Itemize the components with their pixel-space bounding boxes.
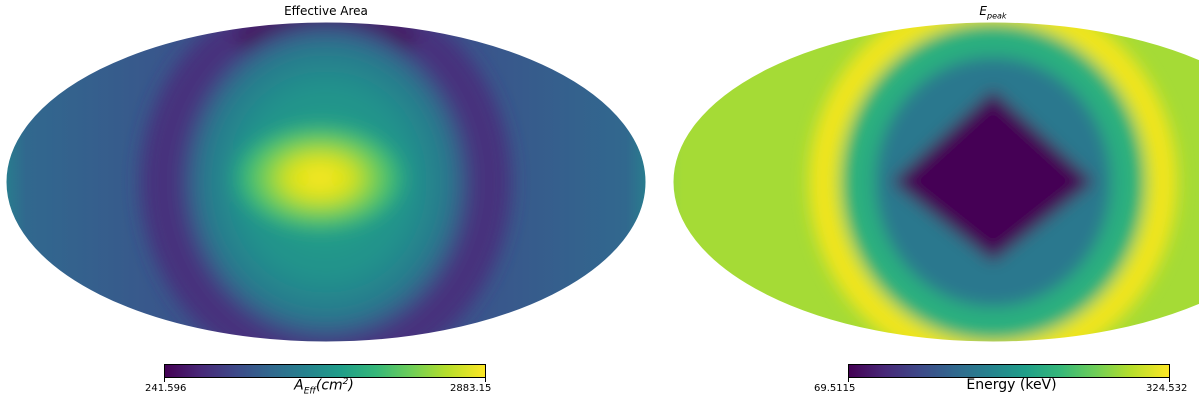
effective-area-colorbar-max-label: 2883.15 <box>450 383 492 394</box>
effective-area-colorbar-max-tick <box>485 378 486 382</box>
effective-area-map <box>5 21 647 343</box>
epeak-colorbar-max-label: 324.532 <box>1146 383 1188 394</box>
epeak-map <box>672 21 1199 343</box>
epeak-colorbar-min-tick <box>848 378 849 382</box>
effective-area-colorbar-min-label: 241.596 <box>145 383 187 394</box>
effective-area-colorbar-label: AEff(cm2) <box>294 377 354 397</box>
effective-area-panel: Effective Area <box>5 4 647 397</box>
epeak-panel: Epeak <box>599 0 1199 402</box>
epeak-colorbar-min-label: 69.5115 <box>814 383 856 394</box>
effective-area-colorbar-min-tick <box>164 378 165 382</box>
epeak-colorbar-label: Energy (keV) <box>966 377 1057 393</box>
epeak-colorbar-max-tick <box>1169 378 1170 382</box>
effective-area-title: Effective Area <box>284 4 368 18</box>
epeak-title: Epeak <box>979 4 1007 21</box>
epeak-colorbar <box>848 364 1170 378</box>
effective-area-colorbar <box>164 364 486 378</box>
